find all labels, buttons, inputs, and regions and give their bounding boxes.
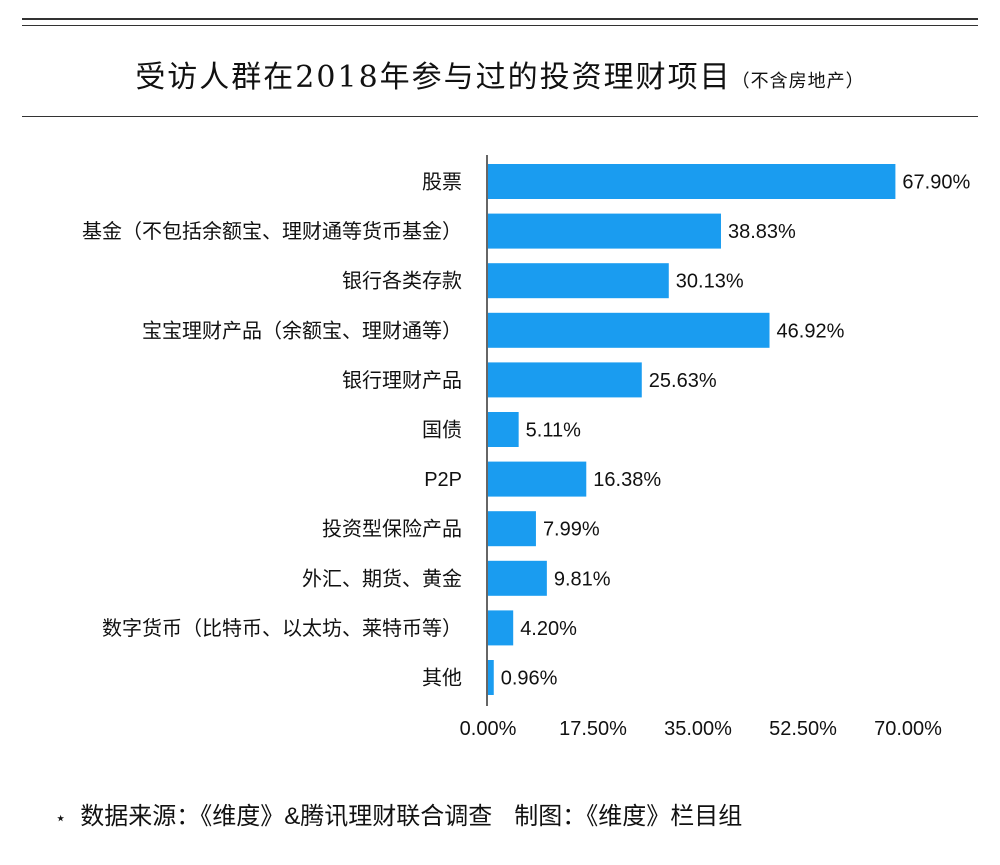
bar xyxy=(488,362,642,398)
bar xyxy=(488,213,721,249)
bar-chart: 股票 67.90% 基金（不包括余额宝、理财通等货币基金） 38.83% 银行各类存款 3… xyxy=(82,155,970,740)
x-tick-label: 52.50% xyxy=(769,718,837,740)
category-label: 股票 xyxy=(422,172,462,194)
bar xyxy=(488,164,896,199)
category-label: 基金（不包括余额宝、理财通等货币基金） xyxy=(82,220,462,243)
data-label: 0.96% xyxy=(501,668,558,690)
x-tick-label: 17.50% xyxy=(559,718,627,740)
footer-credit: 制图：《维度》栏目组 xyxy=(514,803,743,830)
bar xyxy=(488,511,536,547)
chart-title: 受访人群在2018年参与过的投资理财项目（不含房地产） xyxy=(0,52,1000,96)
title-rule xyxy=(22,116,978,117)
data-label: 5.11% xyxy=(526,420,581,442)
bar xyxy=(488,560,547,596)
data-label: 9.81% xyxy=(554,568,611,590)
bar xyxy=(488,660,494,695)
category-label: 银行各类存款 xyxy=(342,270,462,293)
category-label: 投资型保险产品 xyxy=(322,518,462,541)
category-label: 其他 xyxy=(422,667,462,690)
category-label: 银行理财产品 xyxy=(342,369,462,392)
category-label: 国债 xyxy=(422,419,462,442)
bar xyxy=(488,412,519,447)
category-label: 数字货币（比特币、以太坊、莱特币等） xyxy=(102,617,462,640)
category-label: 宝宝理财产品（余额宝、理财通等） xyxy=(142,319,462,342)
top-rule-thin xyxy=(22,25,978,26)
x-tick-label: 35.00% xyxy=(664,718,732,740)
bar xyxy=(488,312,770,348)
bar xyxy=(488,263,669,299)
bar xyxy=(488,461,587,497)
chart-title-main: 受访人群在2018年参与过的投资理财项目 xyxy=(135,60,732,95)
footer-source: 数据来源：《维度》&腾讯理财联合调查 xyxy=(80,803,493,830)
data-label: 67.90% xyxy=(902,172,970,194)
data-label: 30.13% xyxy=(676,271,744,293)
x-tick-label: 0.00% xyxy=(460,718,517,740)
data-label: 46.92% xyxy=(777,320,845,342)
data-label: 7.99% xyxy=(543,519,600,541)
category-label: 外汇、期货、黄金 xyxy=(302,567,462,590)
x-tick-label: 70.00% xyxy=(874,718,942,740)
category-label: P2P xyxy=(424,469,462,491)
top-rule-thick xyxy=(22,18,978,20)
star-icon: ⋆ xyxy=(55,808,67,828)
data-label: 16.38% xyxy=(593,469,661,491)
footer: ⋆ 数据来源：《维度》&腾讯理财联合调查 制图：《维度》栏目组 xyxy=(55,796,742,831)
data-label: 38.83% xyxy=(728,221,796,243)
data-label: 4.20% xyxy=(520,618,577,640)
chart-title-subtitle: （不含房地产） xyxy=(731,71,865,92)
bar xyxy=(488,610,514,646)
data-label: 25.63% xyxy=(649,370,717,392)
